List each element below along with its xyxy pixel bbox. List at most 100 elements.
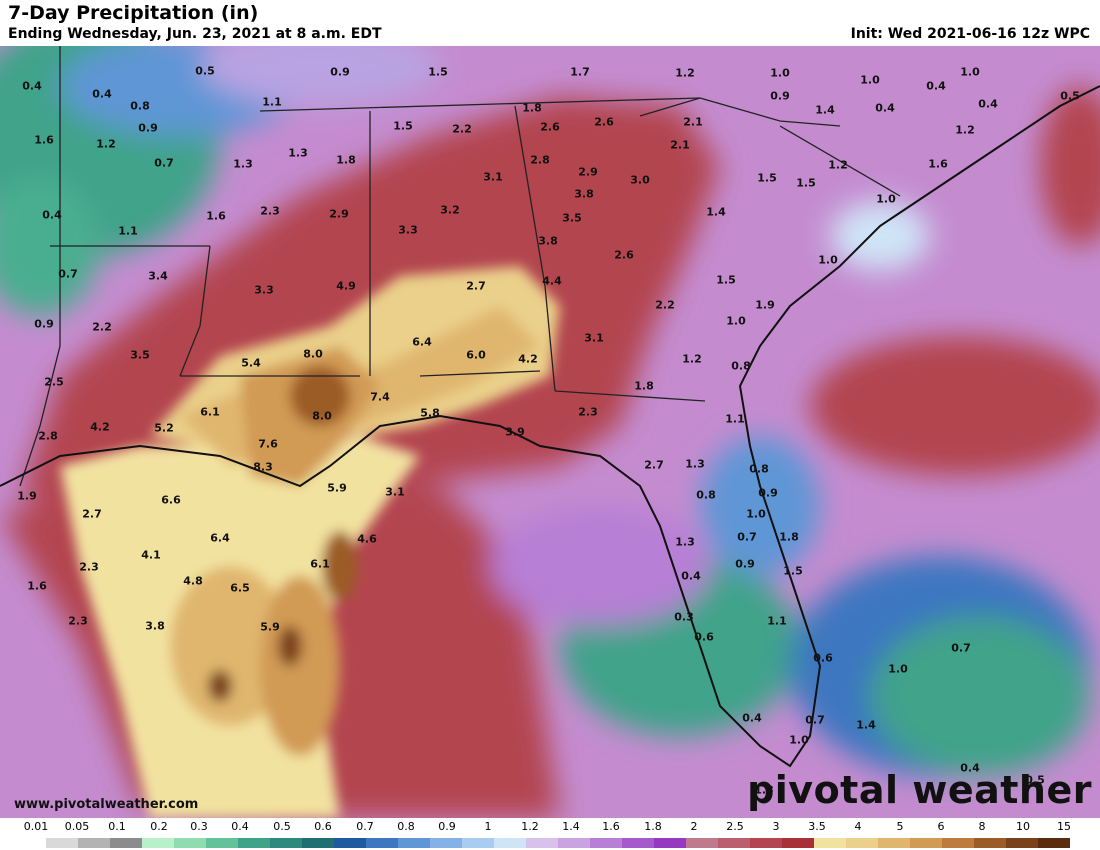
precip-value-label: 6.4 [412,335,432,349]
precip-value-label: 0.9 [735,557,755,571]
legend-swatch [270,838,302,848]
legend-label: 4 [854,820,862,833]
legend-swatch [654,838,686,848]
precip-value-label: 0.3 [674,610,694,624]
precip-value-label: 2.6 [614,248,634,262]
precip-value-label: 3.3 [254,283,274,297]
precip-value-label: 4.4 [542,274,562,288]
precip-value-label: 1.0 [876,192,896,206]
header: 7-Day Precipitation (in) Ending Wednesda… [0,0,1100,46]
precip-field [0,46,1100,818]
precip-value-label: 2.3 [260,204,280,218]
precip-value-label: 1.2 [828,158,848,172]
precip-value-label: 1.3 [754,783,774,797]
legend-label: 1.8 [644,820,662,833]
precip-value-label: 1.5 [796,176,816,190]
precip-value-label: 1.4 [706,205,726,219]
precip-value-label: 7.4 [370,390,390,404]
precip-value-label: 1.8 [522,101,542,115]
precip-value-label: 1.6 [206,209,226,223]
legend-label: 10 [1016,820,1030,833]
precip-value-label: 1.8 [336,153,356,167]
precip-value-label: 6.4 [210,531,230,545]
precip-value-label: 0.6 [813,651,833,665]
legend-label: 1.2 [521,820,539,833]
precip-value-label: 0.4 [926,79,946,93]
precip-value-label: 8.0 [312,409,332,423]
precip-value-label: 3.8 [145,619,165,633]
legend-swatch [526,838,558,848]
precip-value-label: 1.6 [34,133,54,147]
legend-label: 0.4 [231,820,249,833]
precip-value-label: 0.9 [138,121,158,135]
precip-value-label: 1.0 [726,314,746,328]
precip-value-label: 0.4 [681,569,701,583]
legend-swatch [238,838,270,848]
precip-value-label: 3.0 [630,173,650,187]
precip-value-label: 1.3 [675,535,695,549]
precip-value-label: 1.5 [428,65,448,79]
precip-value-label: 3.8 [574,187,594,201]
precip-value-label: 2.7 [82,507,102,521]
legend-label: 0.01 [23,820,49,833]
precip-value-label: 0.4 [742,711,762,725]
legend-swatch [110,838,142,848]
precip-value-label: 0.7 [951,641,971,655]
precip-value-label: 4.2 [518,352,538,366]
precip-value-label: 1.1 [725,412,745,426]
legend-swatch [1038,838,1070,848]
precip-value-label: 1.2 [96,137,116,151]
precip-value-label: 5.8 [420,406,440,420]
precip-value-label: 1.3 [288,146,308,160]
legend-swatch [398,838,430,848]
precip-value-label: 1.2 [682,352,702,366]
legend-label: 1 [484,820,492,833]
legend-label: 0.5 [273,820,291,833]
precip-value-label: 6.1 [310,557,330,571]
legend-label: 1.6 [602,820,620,833]
precip-value-label: 4.6 [357,532,377,546]
precip-value-label: 1.3 [233,157,253,171]
precip-value-label: 2.3 [578,405,598,419]
legend-swatch [14,838,46,848]
precip-value-label: 6.0 [466,348,486,362]
precip-value-label: 8.3 [253,460,273,474]
legend-label: 8 [978,820,986,833]
legend-label: 5 [896,820,904,833]
precip-value-label: 1.0 [770,66,790,80]
precip-value-label: 1.8 [779,530,799,544]
precip-value-label: 2.3 [79,560,99,574]
legend-swatch [78,838,110,848]
precip-value-label: 0.9 [770,89,790,103]
precip-value-label: 0.5 [1025,773,1045,787]
legend-label: 0.6 [314,820,332,833]
precip-value-label: 1.2 [675,66,695,80]
legend-swatch [1006,838,1038,848]
legend-label: 3.5 [808,820,826,833]
precip-value-label: 2.7 [644,458,664,472]
precip-value-label: 8.0 [303,347,323,361]
precip-value-label: 1.4 [856,718,876,732]
precip-value-label: 2.8 [38,429,58,443]
precip-value-label: 2.1 [683,115,703,129]
legend-swatch [206,838,238,848]
legend-swatch [46,838,78,848]
precip-value-label: 2.2 [92,320,112,334]
legend-swatch [590,838,622,848]
precip-value-label: 4.1 [141,548,161,562]
legend-label: 15 [1057,820,1071,833]
legend-label: 0.3 [190,820,208,833]
coastline [0,85,1100,768]
precip-value-label: 7.6 [258,437,278,451]
legend-label: 0.1 [108,820,126,833]
legend-swatch [942,838,974,848]
legend-swatch [334,838,366,848]
legend-label: 1.4 [562,820,580,833]
precip-value-label: 0.4 [875,101,895,115]
legend-label: 0.8 [397,820,415,833]
precip-value-label: 3.5 [130,348,150,362]
legend-label: 0.7 [356,820,374,833]
precip-value-label: 0.4 [92,87,112,101]
precip-value-label: 2.8 [530,153,550,167]
legend-label: 0.05 [64,820,90,833]
